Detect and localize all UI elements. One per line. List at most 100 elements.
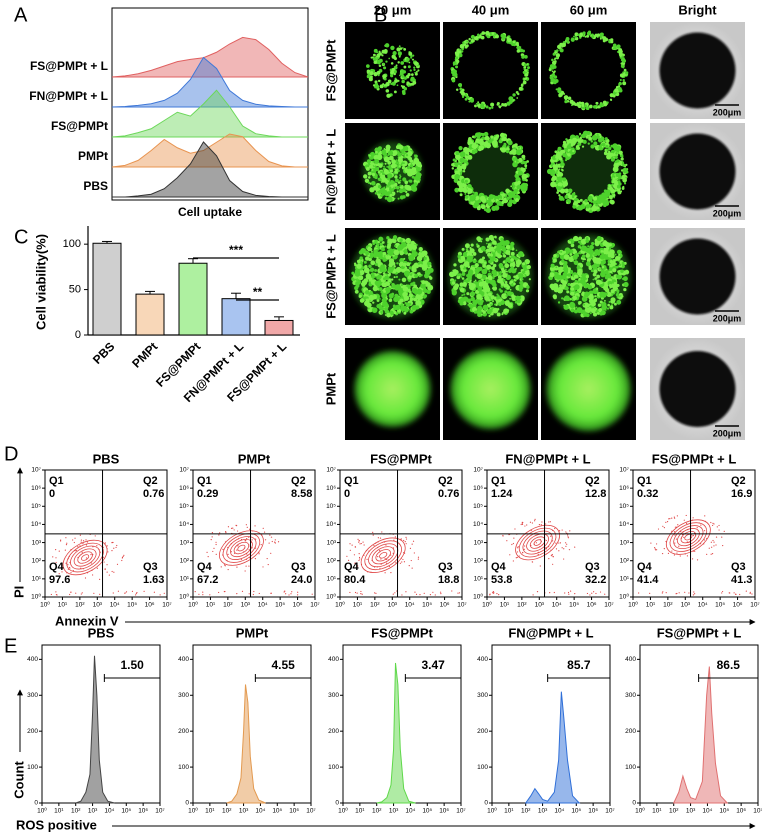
fluorescence-spot: [406, 303, 410, 307]
event-dot: [674, 554, 675, 555]
y-tick-label: 10¹: [474, 576, 484, 583]
fluorescence-spot: [380, 84, 384, 88]
fluorescence-spot: [509, 254, 511, 256]
fluorescence-spot: [511, 269, 515, 273]
event-dot: [533, 594, 534, 595]
y-tick-label: 10⁶: [619, 485, 629, 492]
event-dot: [440, 592, 441, 593]
y-tick-label: 10³: [620, 539, 630, 546]
fluorescence-spot: [486, 243, 488, 245]
x-tick-label: 10²: [222, 808, 232, 815]
fluorescence-spot: [594, 306, 596, 308]
event-dot: [668, 518, 669, 519]
event-dot: [360, 593, 361, 594]
fluorescence-spot: [464, 261, 470, 267]
fluorescence-spot: [354, 263, 356, 265]
event-dot: [259, 593, 260, 594]
event-dot: [677, 524, 678, 525]
fluorescence-spot: [368, 181, 370, 183]
fluorescence-spot: [413, 69, 415, 71]
fluorescence-spot: [488, 256, 490, 258]
event-dot: [374, 592, 375, 593]
fluorescence-spot: [480, 103, 483, 106]
panel-title: PMPt: [236, 625, 269, 640]
fluorescence-spot: [482, 310, 486, 314]
x-axis-label: Cell uptake: [178, 205, 242, 219]
y-tick-label: 10³: [327, 539, 337, 546]
fluorescence-spot: [605, 137, 608, 140]
y-tick-label: 10⁶: [31, 485, 41, 492]
quadrant-name: Q1: [49, 475, 64, 487]
fluorescence-spot: [383, 66, 386, 69]
fluorescence-spot: [388, 248, 394, 254]
fluorescence-spot: [462, 183, 465, 186]
fluorescence-spot: [570, 292, 574, 296]
fluorescence-spot: [385, 82, 389, 86]
fluorescence-spot: [399, 174, 401, 176]
event-dot: [676, 552, 677, 553]
event-dot: [85, 539, 86, 540]
event-dot: [589, 594, 590, 595]
fluorescence-spot: [467, 304, 469, 306]
bar: [265, 320, 293, 335]
event-dot: [401, 561, 402, 562]
x-tick-label: 10¹: [206, 602, 216, 609]
fluorescence-spot: [467, 298, 472, 303]
event-dot: [270, 553, 271, 554]
event-dot: [249, 593, 250, 594]
fluorescence-spot: [486, 143, 491, 148]
fluorescence-spot: [408, 187, 411, 190]
fluorescence-spot: [555, 156, 558, 159]
x-tick-label: 10⁵: [422, 602, 432, 609]
fluorescence-spot: [361, 283, 365, 287]
fluorescence-spot: [550, 278, 552, 280]
fluorescence-spot: [485, 136, 490, 141]
event-dot: [679, 592, 680, 593]
fluorescence-spot: [623, 282, 628, 287]
fluorescence-spot: [355, 271, 361, 277]
fluorescence-spot: [566, 297, 570, 301]
column-header: 20 μm: [374, 2, 412, 17]
fluorescence-spot: [394, 276, 396, 278]
fluorescence-spot: [621, 295, 623, 297]
fluorescence-spot: [469, 196, 474, 201]
y-tick-label: 400: [477, 656, 488, 663]
fluorescence-spot: [568, 139, 573, 144]
fluorescence-spot: [386, 313, 391, 318]
fluorescence-spot: [401, 80, 405, 84]
y-axis-label: Count: [11, 761, 26, 799]
event-dot: [686, 523, 687, 524]
fluorescence-spot: [558, 168, 560, 170]
fluorescence-spot: [379, 306, 383, 310]
fluorescence-spot: [392, 194, 394, 196]
event-dot: [82, 543, 83, 544]
event-dot: [117, 564, 118, 565]
event-dot: [104, 561, 105, 562]
fluorescence-spot: [479, 145, 484, 150]
fluorescence-spot: [409, 160, 411, 162]
fluorescence-spot: [557, 89, 561, 93]
quadrant-value: 0.76: [143, 488, 164, 500]
event-dot: [591, 593, 592, 594]
event-dot: [225, 531, 226, 532]
event-dot: [115, 547, 116, 548]
fluorescence-spot: [605, 145, 608, 148]
row-label: FS@PMPt + L: [323, 234, 338, 319]
x-tick-label: 10¹: [652, 808, 662, 815]
fluorescence-spot: [493, 36, 495, 38]
fluorescence-spot: [553, 296, 557, 300]
fluorescence-spot: [593, 105, 596, 108]
fluorescence-spot: [466, 41, 468, 43]
fluorescence-spot: [484, 208, 487, 211]
x-tick-label: 10⁵: [275, 602, 285, 609]
event-dot: [113, 592, 114, 593]
event-dot: [419, 594, 420, 595]
fluorescence-spot: [567, 145, 571, 149]
fluorescence-spot: [604, 152, 608, 156]
event-dot: [418, 557, 419, 558]
fluorescence-spot: [381, 247, 385, 251]
event-dot: [236, 567, 237, 568]
fluorescence-spot: [582, 260, 584, 262]
fluorescence-spot: [386, 166, 388, 168]
fluorescence-spot: [376, 242, 378, 244]
